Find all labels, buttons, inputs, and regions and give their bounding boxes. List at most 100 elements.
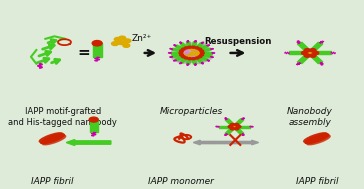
Text: IAPP fibril: IAPP fibril — [31, 177, 74, 186]
Polygon shape — [225, 128, 234, 134]
Circle shape — [181, 55, 185, 57]
Polygon shape — [172, 48, 182, 52]
Circle shape — [230, 127, 234, 130]
Circle shape — [301, 51, 307, 55]
Circle shape — [197, 51, 201, 53]
Ellipse shape — [43, 135, 66, 145]
Circle shape — [189, 48, 193, 50]
Polygon shape — [180, 57, 188, 63]
Circle shape — [200, 50, 204, 52]
Polygon shape — [192, 59, 197, 64]
Circle shape — [191, 55, 206, 64]
Circle shape — [200, 54, 203, 56]
Polygon shape — [219, 125, 230, 128]
Circle shape — [187, 48, 202, 56]
Circle shape — [197, 54, 201, 56]
Circle shape — [232, 126, 234, 127]
Circle shape — [112, 42, 118, 46]
Circle shape — [182, 48, 185, 50]
Circle shape — [184, 57, 188, 59]
Text: ✕: ✕ — [225, 132, 244, 152]
Circle shape — [187, 55, 190, 57]
Circle shape — [119, 36, 126, 40]
Circle shape — [181, 53, 185, 55]
Circle shape — [310, 49, 316, 52]
Polygon shape — [289, 51, 304, 54]
Circle shape — [179, 56, 183, 58]
Text: Nanobody
assembly: Nanobody assembly — [287, 107, 333, 127]
Text: IAPP motif-grafted
and His-tagged nanobody: IAPP motif-grafted and His-tagged nanobo… — [8, 107, 117, 127]
Circle shape — [179, 45, 190, 51]
Circle shape — [201, 48, 205, 50]
Circle shape — [188, 58, 191, 60]
Polygon shape — [235, 128, 244, 134]
Polygon shape — [305, 134, 329, 143]
Circle shape — [171, 49, 187, 57]
Circle shape — [198, 44, 209, 50]
Text: =: = — [77, 46, 90, 60]
Circle shape — [114, 37, 121, 41]
Circle shape — [197, 45, 205, 50]
Circle shape — [171, 53, 188, 61]
Polygon shape — [201, 54, 211, 58]
Circle shape — [199, 47, 203, 49]
Ellipse shape — [304, 133, 327, 142]
Circle shape — [193, 50, 204, 56]
Text: IAPP fibril: IAPP fibril — [296, 177, 338, 186]
Circle shape — [198, 48, 202, 50]
Circle shape — [191, 53, 195, 55]
Polygon shape — [192, 42, 197, 47]
Circle shape — [175, 54, 192, 63]
Circle shape — [179, 52, 183, 54]
Circle shape — [312, 50, 316, 52]
Circle shape — [191, 46, 195, 49]
Circle shape — [229, 124, 240, 129]
Circle shape — [187, 58, 191, 60]
Polygon shape — [180, 43, 188, 48]
Circle shape — [304, 52, 308, 54]
Circle shape — [124, 39, 131, 43]
Polygon shape — [316, 51, 331, 54]
Polygon shape — [186, 59, 191, 64]
Ellipse shape — [41, 134, 64, 144]
Circle shape — [89, 117, 98, 122]
Circle shape — [313, 51, 319, 55]
Polygon shape — [171, 52, 181, 54]
Circle shape — [234, 127, 239, 130]
FancyArrow shape — [66, 139, 111, 146]
Text: Microparticles: Microparticles — [160, 107, 223, 116]
Polygon shape — [186, 42, 191, 47]
Ellipse shape — [39, 133, 63, 142]
Circle shape — [236, 124, 239, 126]
Circle shape — [197, 58, 200, 60]
Circle shape — [200, 50, 203, 52]
Circle shape — [181, 53, 199, 63]
Circle shape — [230, 126, 233, 128]
Circle shape — [234, 123, 239, 126]
Text: Resuspension: Resuspension — [204, 37, 272, 46]
Polygon shape — [201, 48, 211, 52]
Circle shape — [180, 53, 191, 59]
Circle shape — [230, 123, 234, 126]
Text: Zn²⁺: Zn²⁺ — [131, 34, 152, 43]
Circle shape — [201, 52, 204, 54]
Circle shape — [180, 50, 183, 52]
Circle shape — [191, 46, 195, 48]
Circle shape — [180, 51, 192, 57]
Circle shape — [198, 57, 202, 59]
Text: IAPP monomer: IAPP monomer — [149, 177, 214, 186]
Circle shape — [195, 52, 213, 61]
Polygon shape — [199, 45, 208, 50]
Circle shape — [195, 57, 199, 59]
Circle shape — [123, 44, 130, 47]
Polygon shape — [297, 42, 309, 51]
Circle shape — [180, 54, 183, 56]
Circle shape — [191, 48, 195, 50]
Polygon shape — [225, 119, 234, 125]
Circle shape — [182, 55, 193, 61]
Polygon shape — [90, 120, 98, 132]
Circle shape — [186, 58, 190, 60]
Circle shape — [190, 53, 194, 55]
Polygon shape — [195, 43, 203, 48]
Circle shape — [193, 48, 197, 50]
